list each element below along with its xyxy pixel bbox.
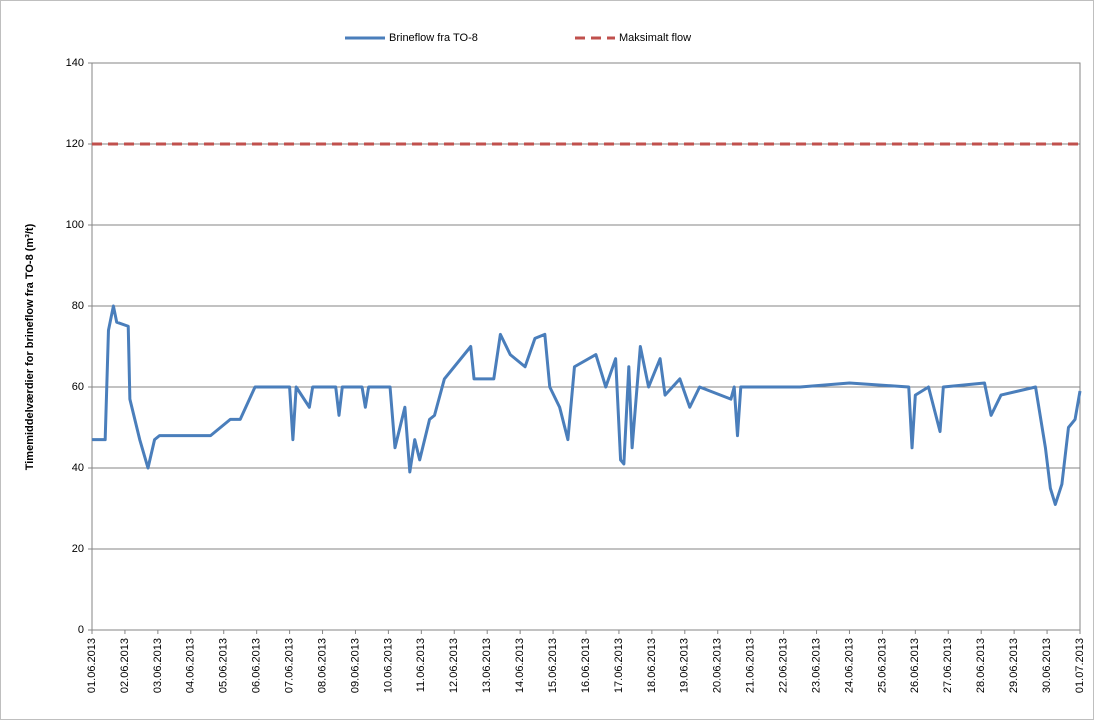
x-tick-label: 16.06.2013	[580, 638, 592, 693]
x-tick-label: 28.06.2013	[975, 638, 987, 693]
x-tick-label: 01.06.2013	[86, 638, 98, 693]
x-tick-label: 24.06.2013	[843, 638, 855, 693]
x-tick-label: 25.06.2013	[876, 638, 888, 693]
x-tick-label: 21.06.2013	[745, 638, 757, 693]
y-tick-label: 20	[72, 543, 84, 555]
x-tick-label: 30.06.2013	[1041, 638, 1053, 693]
x-tick-label: 26.06.2013	[909, 638, 921, 693]
x-tick-label: 27.06.2013	[942, 638, 954, 693]
y-tick-label: 80	[72, 300, 84, 312]
x-tick-label: 06.06.2013	[251, 638, 263, 693]
x-tick-label: 29.06.2013	[1008, 638, 1020, 693]
y-axis-label: Timemiddelværdier for brineflow fra TO-8…	[24, 223, 36, 470]
x-tick-label: 02.06.2013	[119, 638, 131, 693]
x-tick-label: 22.06.2013	[778, 638, 790, 693]
x-tick-label: 23.06.2013	[810, 638, 822, 693]
y-tick-label: 100	[66, 219, 84, 231]
legend-label: Maksimalt flow	[619, 32, 691, 44]
x-tick-label: 12.06.2013	[448, 638, 460, 693]
x-tick-label: 17.06.2013	[613, 638, 625, 693]
x-tick-label: 03.06.2013	[152, 638, 164, 693]
y-tick-label: 0	[78, 624, 84, 636]
x-tick-label: 15.06.2013	[547, 638, 559, 693]
x-tick-label: 08.06.2013	[316, 638, 328, 693]
y-tick-label: 120	[66, 138, 84, 150]
x-tick-label: 14.06.2013	[514, 638, 526, 693]
x-tick-label: 05.06.2013	[218, 638, 230, 693]
data-line	[92, 304, 1082, 506]
x-tick-label: 13.06.2013	[481, 638, 493, 693]
y-tick-label: 60	[72, 381, 84, 393]
x-tick-label: 18.06.2013	[646, 638, 658, 693]
legend-label: Brineflow fra TO-8	[389, 32, 478, 44]
x-tick-label: 04.06.2013	[185, 638, 197, 693]
x-tick-label: 07.06.2013	[284, 638, 296, 693]
x-tick-label: 01.07.2013	[1074, 638, 1086, 693]
x-tick-label: 19.06.2013	[679, 638, 691, 693]
x-tick-label: 11.06.2013	[415, 638, 427, 692]
y-tick-label: 140	[66, 57, 84, 69]
y-tick-label: 40	[72, 462, 84, 474]
x-tick-label: 10.06.2013	[382, 638, 394, 693]
x-tick-label: 20.06.2013	[712, 638, 724, 693]
x-tick-label: 09.06.2013	[349, 638, 361, 693]
